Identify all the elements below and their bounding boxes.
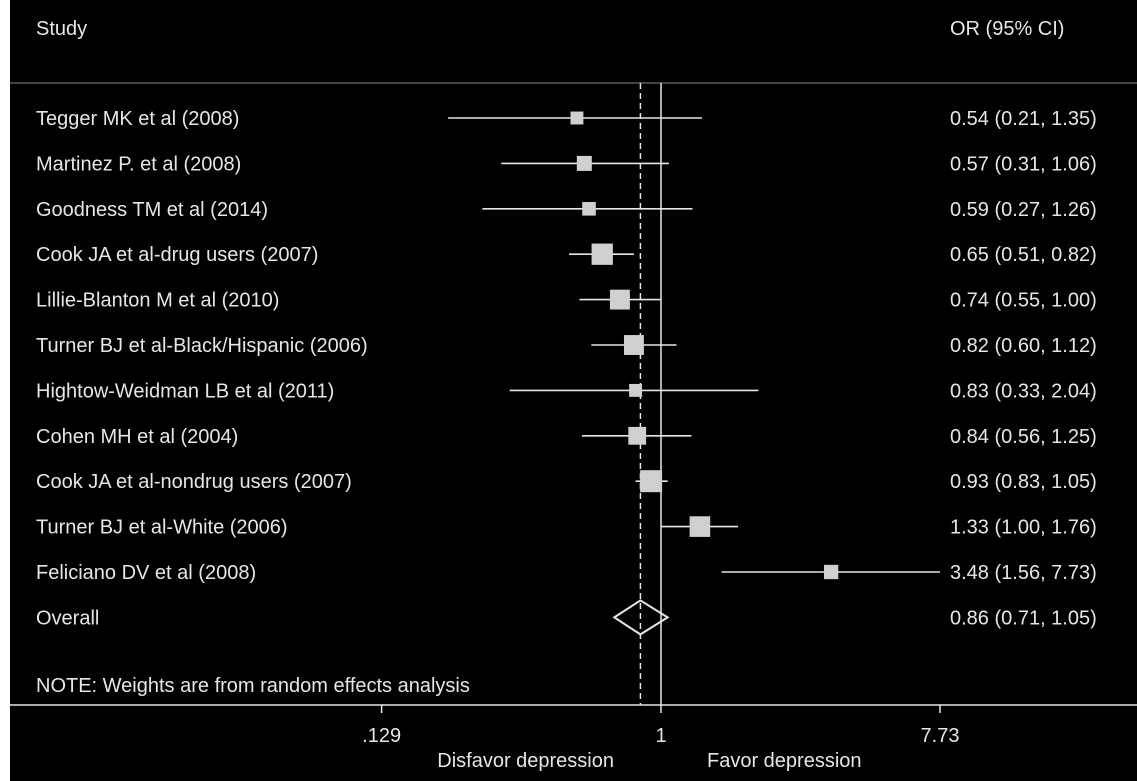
or-ci-value: 1.33 (1.00, 1.76) xyxy=(950,517,1097,539)
weights-note: NOTE: Weights are from random effects an… xyxy=(36,675,470,697)
study-label: Cohen MH et al (2004) xyxy=(36,426,238,448)
study-row: Turner BJ et al-Black/Hispanic (2006) 0.8… xyxy=(36,335,1097,357)
effect-box xyxy=(570,111,584,125)
study-label: Goodness TM et al (2014) xyxy=(36,199,268,221)
effect-box xyxy=(576,155,592,171)
effect-box xyxy=(629,383,643,397)
study-label: Cook JA et al-nondrug users (2007) xyxy=(36,471,352,493)
study-row: Turner BJ et al-White (2006) 1.33 (1.00, … xyxy=(36,516,1097,539)
study-label: Hightow-Weidman LB et al (2011) xyxy=(36,380,334,402)
overall-label: Overall xyxy=(36,607,99,629)
overall-row: Overall 0.86 (0.71, 1.05) xyxy=(36,599,1097,636)
x-tick-label: 7.73 xyxy=(921,725,960,747)
effect-box xyxy=(823,564,839,580)
effect-box xyxy=(591,243,613,265)
study-row: Lillie-Blanton M et al (2010) 0.74 (0.55,… xyxy=(36,290,1097,312)
or-ci-value: 0.93 (0.83, 1.05) xyxy=(950,471,1097,493)
x-tick-label: .129 xyxy=(362,725,401,747)
study-row: Hightow-Weidman LB et al (2011) 0.83 (0.3… xyxy=(36,380,1097,402)
x-axis: .129 1 7.73 Disfavor depression Favor depres… xyxy=(10,704,1137,772)
study-label: Turner BJ et al-Black/Hispanic (2006) xyxy=(36,335,368,357)
study-label: Feliciano DV et al (2008) xyxy=(36,562,256,584)
header-or-ci: OR (95% CI) xyxy=(950,18,1064,40)
or-ci-value: 3.48 (1.56, 7.73) xyxy=(950,562,1097,584)
study-label: Tegger MK et al (2008) xyxy=(36,108,239,130)
or-ci-value: 0.59 (0.27, 1.26) xyxy=(950,199,1097,221)
x-left-direction-label: Disfavor depression xyxy=(437,750,614,772)
study-label: Lillie-Blanton M et al (2010) xyxy=(36,290,279,312)
overall-diamond xyxy=(612,599,670,636)
study-label: Cook JA et al-drug users (2007) xyxy=(36,244,318,266)
overall-or-ci-value: 0.86 (0.71, 1.05) xyxy=(950,607,1097,629)
study-row: Goodness TM et al (2014) 0.59 (0.27, 1.26… xyxy=(36,199,1097,221)
study-label: Martinez P. et al (2008) xyxy=(36,153,241,175)
study-row: Martinez P. et al (2008) 0.57 (0.31, 1.06… xyxy=(36,153,1097,175)
or-ci-value: 0.54 (0.21, 1.35) xyxy=(950,108,1097,130)
study-row: Feliciano DV et al (2008) 3.48 (1.56, 7.7… xyxy=(36,562,1097,584)
effect-box xyxy=(640,470,663,493)
or-ci-value: 0.82 (0.60, 1.12) xyxy=(950,335,1097,357)
or-ci-value: 0.83 (0.33, 2.04) xyxy=(950,380,1097,402)
header-study: Study xyxy=(36,18,87,40)
effect-box xyxy=(582,202,596,216)
study-row: Cook JA et al-nondrug users (2007) 0.93 (… xyxy=(36,470,1097,493)
effect-box xyxy=(689,516,711,537)
study-row: Tegger MK et al (2008) 0.54 (0.21, 1.35) xyxy=(36,108,1097,130)
or-ci-value: 0.65 (0.51, 0.82) xyxy=(950,244,1097,266)
study-row: Cohen MH et al (2004) 0.84 (0.56, 1.25) xyxy=(36,426,1097,448)
study-row: Cook JA et al-drug users (2007) 0.65 (0.5… xyxy=(36,243,1097,266)
x-right-direction-label: Favor depression xyxy=(707,750,862,772)
or-ci-value: 0.57 (0.31, 1.06) xyxy=(950,153,1097,175)
or-ci-value: 0.74 (0.55, 1.00) xyxy=(950,290,1097,312)
x-tick-label: 1 xyxy=(655,725,666,747)
effect-box xyxy=(623,335,644,355)
study-rows: Tegger MK et al (2008) 0.54 (0.21, 1.35) M… xyxy=(36,108,1097,584)
effect-box xyxy=(628,426,647,445)
study-label: Turner BJ et al-White (2006) xyxy=(36,517,288,539)
or-ci-value: 0.84 (0.56, 1.25) xyxy=(950,426,1097,448)
effect-box xyxy=(609,289,630,310)
